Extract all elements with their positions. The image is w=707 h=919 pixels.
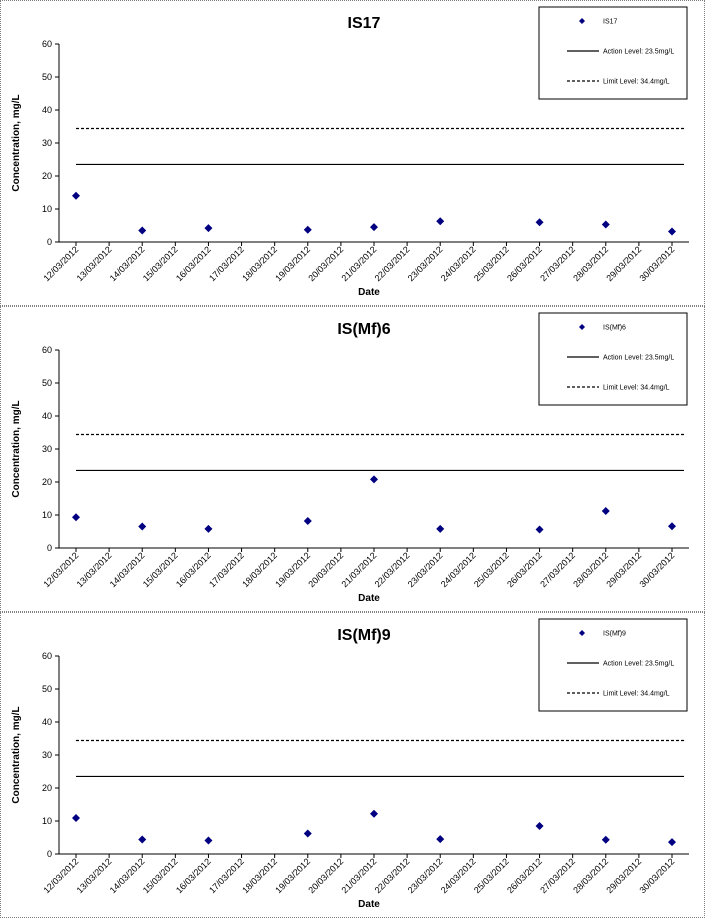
y-tick-label: 40 [42,717,52,727]
y-tick-label: 60 [42,651,52,661]
data-point [436,217,445,226]
chart-title: IS(Mf)9 [337,627,390,644]
data-point [72,814,80,823]
data-point [601,507,610,516]
data-point [668,227,676,236]
legend-entry-label: Action Level: 23.5mg/L [603,355,674,362]
legend-entry-label: Limit Level: 34.4mg/L [603,79,670,86]
y-tick-label: 20 [42,783,52,793]
data-point [303,225,312,234]
x-axis-label: Date [358,593,380,604]
y-tick-label: 10 [42,510,52,520]
data-point [370,223,378,232]
y-axis-label: Concentration, mg/L [11,94,22,191]
data-point [138,226,147,235]
legend-entry-label: Action Level: 23.5mg/L [603,661,674,668]
data-point [303,829,312,838]
data-point [668,838,676,847]
x-axis-label: Date [358,899,380,910]
chart-panel-is17: IS17 0 10 20 30 40 50 60 Concentration, mg/L 12/0… [0,0,705,306]
x-tick-label: 30/03/2012 [637,550,676,589]
legend-entry-label: Action Level: 23.5mg/L [603,49,674,56]
data-point [436,524,445,533]
x-tick-label: 30/03/2012 [637,856,676,895]
y-tick-label: 0 [47,849,52,859]
x-axis-label: Date [358,287,380,298]
chart-title: IS17 [348,15,381,32]
y-tick-label: 50 [42,378,52,388]
y-tick-label: 30 [42,750,52,760]
y-tick-label: 60 [42,345,52,355]
data-point [535,218,544,227]
chart-panel-ismf9: IS(Mf)9 0 10 20 30 40 50 60 Concentration, mg/L 1… [0,612,705,918]
y-axis-label: Concentration, mg/L [11,706,22,803]
y-tick-label: 30 [42,138,52,148]
y-tick-label: 10 [42,816,52,826]
data-point [601,835,610,844]
data-point [436,835,445,844]
legend-box [538,618,688,712]
y-tick-label: 50 [42,72,52,82]
legend-box [538,6,688,100]
data-point [72,513,80,522]
y-tick-label: 20 [42,171,52,181]
data-point [204,224,213,233]
data-point [138,522,147,531]
x-tick-label: 30/03/2012 [637,244,676,283]
legend-entry-label: Limit Level: 34.4mg/L [603,691,670,698]
chart-title: IS(Mf)6 [337,321,390,338]
y-tick-label: 30 [42,444,52,454]
data-point [535,821,544,830]
data-point [303,516,312,525]
data-point [601,220,610,229]
legend-entry-label: Limit Level: 34.4mg/L [603,385,670,392]
data-point [138,835,147,844]
y-axis-label: Concentration, mg/L [11,400,22,497]
data-point [535,525,544,534]
y-tick-label: 0 [47,237,52,247]
y-tick-label: 10 [42,204,52,214]
legend-entry-label: IS17 [603,19,618,26]
legend-entry-label: IS(Mf)9 [603,631,626,638]
legend-marker-icon [579,324,585,330]
y-tick-label: 40 [42,411,52,421]
legend-marker-icon [579,630,585,636]
data-point [370,475,378,484]
legend-box [538,312,688,406]
data-point [204,836,213,845]
data-point [204,524,213,533]
chart-panel-ismf6: IS(Mf)6 0 10 20 30 40 50 60 Concentration, mg/L 1… [0,306,705,612]
data-point [668,522,676,531]
data-point [370,809,378,818]
legend-entry-label: IS(Mf)6 [603,325,626,332]
data-point [72,191,80,200]
legend-marker-icon [579,18,585,24]
y-tick-label: 20 [42,477,52,487]
y-tick-label: 60 [42,39,52,49]
y-tick-label: 40 [42,105,52,115]
y-tick-label: 50 [42,684,52,694]
y-tick-label: 0 [47,543,52,553]
